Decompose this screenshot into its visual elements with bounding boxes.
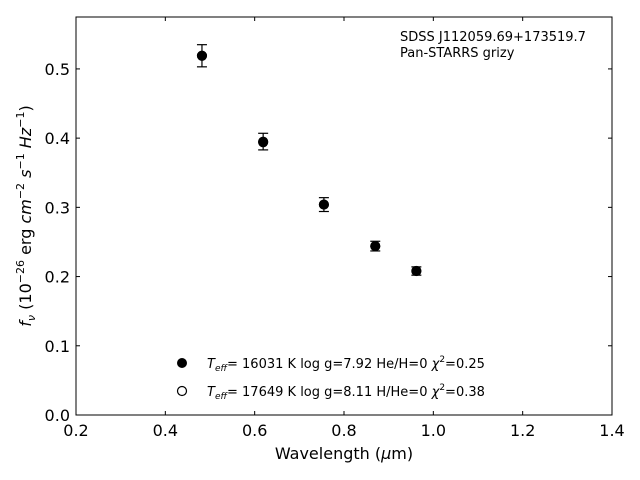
legend: Teff= 16031 K log g=7.92 He/H=0 χ2=0.25 …	[176, 355, 485, 402]
data-point-filled	[411, 266, 422, 277]
y-axis-ticks: 0.0 0.1 0.2 0.3 0.4 0.5	[45, 60, 612, 425]
x-tick-label: 1.4	[599, 421, 624, 440]
data-point-filled	[318, 199, 329, 210]
legend-entry-1: Teff= 16031 K log g=7.92 He/H=0 χ2=0.25	[177, 355, 485, 374]
legend-comp-2: H/He=0	[376, 385, 427, 400]
legend-comp-1: He/H=0	[376, 357, 427, 372]
x-axis-label: Wavelength (μm)	[275, 444, 413, 463]
x-tick-label: 1.0	[421, 421, 446, 440]
legend-text-1: Teff= 16031 K log g=7.92 He/H=0 χ2=0.25	[207, 355, 485, 374]
legend-entry-2: Teff= 17649 K log g=8.11 H/He=0 χ2=0.38	[176, 383, 485, 402]
legend-chi2-1: =0.25	[445, 357, 485, 372]
annotation-line-2: Pan-STARRS grizy	[400, 46, 515, 61]
legend-logg-2: log g=8.11	[300, 385, 372, 400]
x-tick-label: 0.2	[63, 421, 88, 440]
plot-area	[75, 16, 613, 416]
y-axis-label: fν (10−26 erg cm−2 s−1 Hz−1)	[14, 105, 38, 326]
y-tick-label: 0.3	[45, 198, 70, 217]
legend-teff-1: = 16031 K	[227, 357, 297, 372]
data-point-filled	[258, 136, 269, 147]
annotation-line-1: SDSS J112059.69+173519.7	[400, 30, 586, 45]
x-tick-label: 0.4	[153, 421, 178, 440]
legend-marker-filled	[177, 358, 187, 368]
y-tick-label: 0.4	[45, 129, 70, 148]
data-point-filled	[370, 241, 381, 252]
legend-teff-2: = 17649 K	[227, 385, 297, 400]
y-tick-label: 0.0	[45, 406, 70, 425]
x-tick-label: 1.2	[510, 421, 535, 440]
x-axis-ticks: 0.2 0.4 0.6 0.8 1.0 1.2 1.4	[63, 17, 625, 440]
x-tick-label: 0.6	[242, 421, 267, 440]
y-tick-label: 0.1	[45, 337, 70, 356]
y-tick-label: 0.2	[45, 268, 70, 287]
legend-logg-1: log g=7.92	[300, 357, 372, 372]
y-tick-label: 0.5	[45, 60, 70, 79]
data-marks	[196, 44, 422, 277]
x-tick-label: 0.8	[331, 421, 356, 440]
legend-text-2: Teff= 17649 K log g=8.11 H/He=0 χ2=0.38	[207, 383, 485, 402]
legend-chi2-2: =0.38	[445, 385, 485, 400]
data-point-filled	[196, 50, 207, 61]
legend-marker-open	[176, 385, 188, 397]
